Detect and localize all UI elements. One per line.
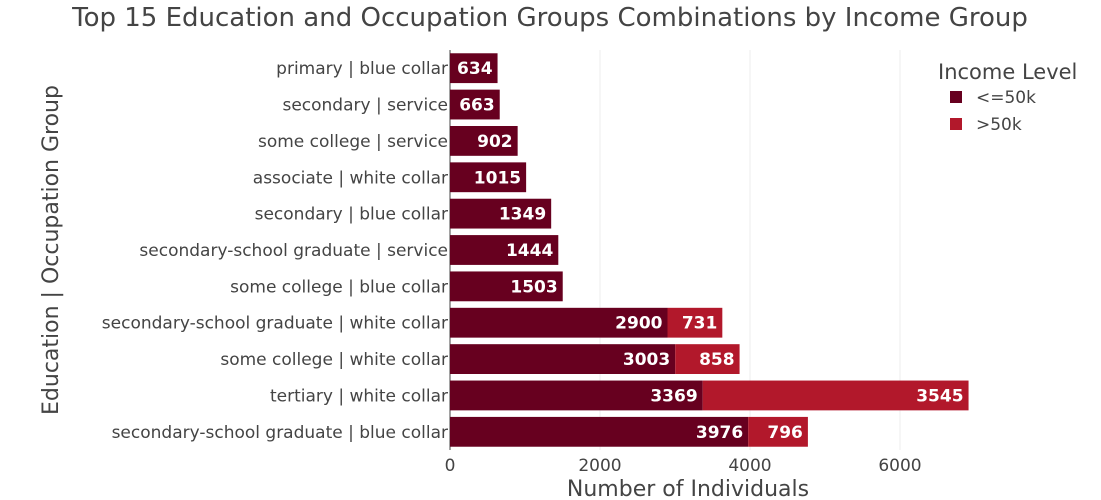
category-label: tertiary | white collar bbox=[270, 386, 448, 406]
x-tick-labels: 0 2000 4000 6000 bbox=[445, 456, 922, 476]
bar-value-label: 1015 bbox=[474, 168, 521, 188]
bar-value-label: 1349 bbox=[499, 205, 546, 225]
x-tick-label: 6000 bbox=[878, 456, 921, 476]
category-label: secondary-school graduate | blue collar bbox=[112, 423, 448, 443]
bar-value-label: 1444 bbox=[506, 241, 553, 261]
category-label: secondary | blue collar bbox=[255, 205, 448, 225]
x-tick-label: 0 bbox=[445, 456, 456, 476]
bar bbox=[450, 162, 527, 193]
bar bbox=[667, 307, 723, 338]
bar-value-label: 3976 bbox=[696, 423, 743, 443]
bar bbox=[450, 416, 749, 447]
x-axis-title: Number of Individuals bbox=[567, 477, 809, 500]
bar bbox=[748, 416, 808, 447]
chart-title: Top 15 Education and Occupation Groups C… bbox=[71, 3, 1028, 33]
bar bbox=[675, 344, 740, 374]
legend-title: Income Level bbox=[938, 60, 1077, 84]
bar-value-label: 731 bbox=[682, 314, 718, 334]
bar bbox=[450, 126, 518, 156]
bar bbox=[450, 380, 703, 411]
bar-value-label: 2900 bbox=[615, 314, 662, 334]
bar-value-label: 3369 bbox=[650, 386, 697, 406]
legend-entry: >50k bbox=[976, 115, 1022, 135]
bar-value-label: 1503 bbox=[510, 277, 557, 297]
bar bbox=[450, 271, 563, 302]
bar bbox=[450, 53, 498, 84]
bar bbox=[702, 380, 969, 411]
category-label: associate | white collar bbox=[253, 168, 448, 188]
category-label: some college | blue collar bbox=[230, 277, 448, 297]
legend-entry: <=50k bbox=[976, 88, 1036, 108]
bar-value-label: 796 bbox=[767, 423, 803, 443]
category-label: secondary-school graduate | service bbox=[139, 241, 448, 261]
bar-value-label: 663 bbox=[459, 96, 495, 116]
bar-value-label: 3003 bbox=[623, 350, 670, 370]
category-label: primary | blue collar bbox=[276, 59, 448, 79]
legend-swatch bbox=[950, 118, 962, 130]
y-axis-title: Education | Occupation Group bbox=[39, 85, 64, 415]
category-label: secondary | service bbox=[282, 96, 448, 116]
bar bbox=[450, 307, 668, 338]
bar bbox=[450, 198, 552, 229]
bar-value-label: 3545 bbox=[916, 386, 963, 406]
category-label: some college | service bbox=[258, 132, 448, 152]
legend: Income Level <=50k >50k bbox=[938, 60, 1077, 135]
bar bbox=[450, 344, 676, 374]
bar-value-label: 858 bbox=[699, 350, 735, 370]
category-label: secondary-school graduate | white collar bbox=[102, 314, 448, 334]
bar-value-label: 634 bbox=[457, 59, 493, 79]
bar bbox=[450, 89, 500, 120]
bar-value-label: 902 bbox=[477, 132, 513, 152]
x-tick-label: 4000 bbox=[728, 456, 771, 476]
legend-swatch bbox=[950, 91, 962, 103]
category-labels: primary | blue collar secondary | service… bbox=[102, 59, 448, 443]
x-tick-label: 2000 bbox=[578, 456, 621, 476]
bar bbox=[450, 235, 559, 265]
category-label: some college | white collar bbox=[220, 350, 448, 370]
